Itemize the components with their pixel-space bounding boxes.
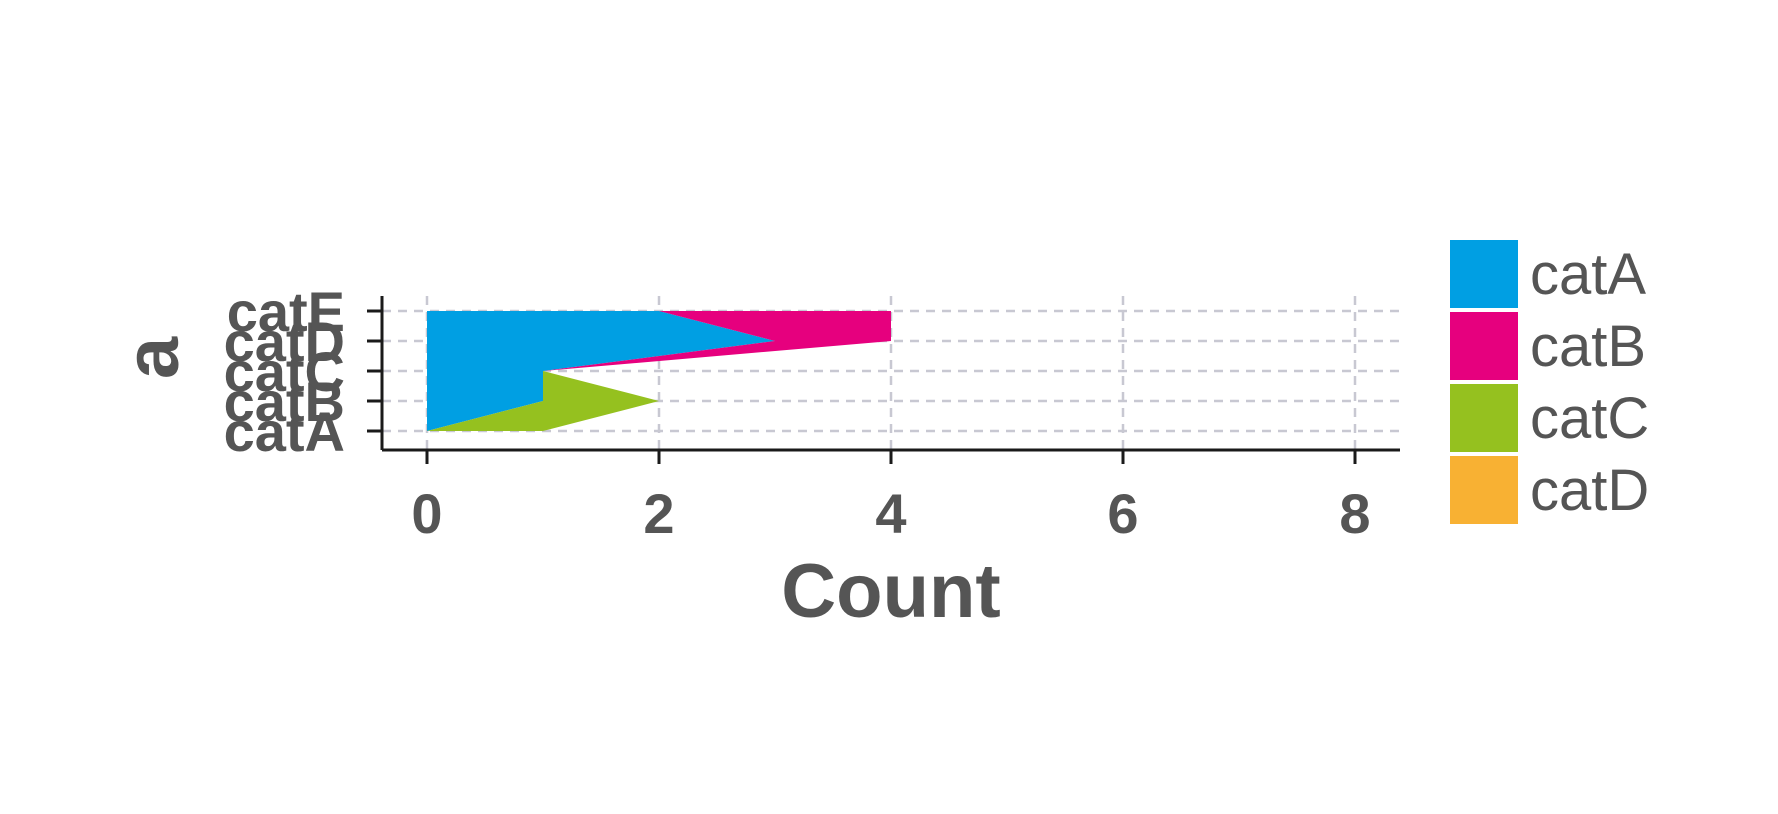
area-catB xyxy=(427,311,891,431)
y-tick-label: catC xyxy=(224,340,345,403)
legend: catA catB catC catD xyxy=(1450,240,1649,524)
x-axis-title: Count xyxy=(781,549,1000,634)
y-tick-label: catB xyxy=(224,370,345,433)
y-tick-label: catA xyxy=(224,400,345,463)
legend-label: catB xyxy=(1530,314,1646,379)
legend-swatch-catD xyxy=(1450,456,1518,524)
legend-label: catD xyxy=(1530,458,1649,523)
legend-swatch-catB xyxy=(1450,312,1518,380)
x-tick-label: 8 xyxy=(1339,482,1370,545)
y-axis-title: a xyxy=(110,336,195,379)
legend-label: catA xyxy=(1530,242,1646,307)
legend-swatch-catA xyxy=(1450,240,1518,308)
area-catA xyxy=(427,311,775,431)
y-tick-label: catE xyxy=(227,280,345,343)
plot-area xyxy=(427,311,891,431)
x-tick-label: 6 xyxy=(1107,482,1138,545)
legend-swatch-catC xyxy=(1450,384,1518,452)
x-tick-label: 0 xyxy=(411,482,442,545)
area-catC xyxy=(427,311,891,431)
x-tick-label: 4 xyxy=(875,482,906,545)
x-tick-label: 2 xyxy=(643,482,674,545)
y-tick-label: catD xyxy=(224,310,345,373)
legend-label: catC xyxy=(1530,386,1649,451)
